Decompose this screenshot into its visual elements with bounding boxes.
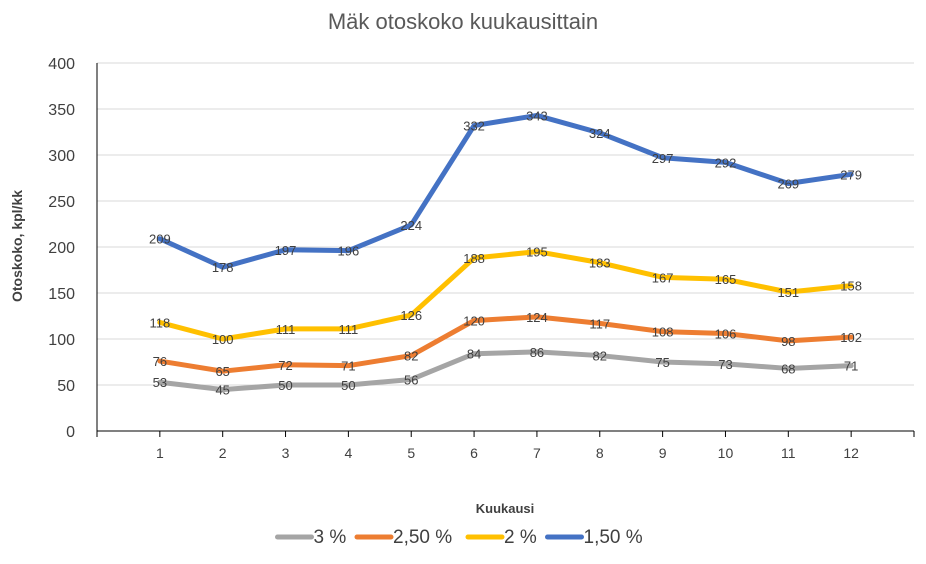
data-label: 158	[840, 279, 862, 294]
data-label: 56	[404, 372, 418, 387]
y-tick-label: 300	[48, 148, 75, 165]
data-label: 269	[777, 177, 799, 192]
data-label: 126	[400, 308, 422, 323]
data-label: 73	[718, 357, 732, 372]
x-tick-label: 6	[470, 445, 478, 461]
series-line	[157, 112, 854, 270]
x-tick-label: 3	[282, 445, 290, 461]
data-label: 82	[404, 349, 418, 364]
data-label: 178	[212, 260, 234, 275]
y-axis-title: Otoskoko, kpl/kk	[9, 190, 25, 302]
y-axis: 0 50 100 150 200 250 300 350 400	[48, 56, 98, 441]
data-label: 165	[715, 272, 737, 287]
data-label: 75	[655, 355, 669, 370]
y-tick-label: 200	[48, 240, 75, 257]
data-label: 124	[526, 310, 548, 325]
data-label: 343	[526, 108, 548, 123]
legend-label: 2 %	[504, 527, 537, 548]
series-line	[157, 349, 854, 393]
data-label: 195	[526, 245, 548, 260]
data-label: 65	[215, 364, 229, 379]
x-tick-label: 12	[843, 445, 859, 461]
data-label: 279	[840, 167, 862, 182]
x-tick-label: 4	[344, 445, 352, 461]
y-tick-label: 250	[48, 194, 75, 211]
data-label: 151	[777, 285, 799, 300]
y-tick-label: 100	[48, 332, 75, 349]
y-tick-label: 150	[48, 286, 75, 303]
series-line	[157, 314, 854, 374]
data-label: 82	[593, 349, 607, 364]
x-tick-label: 5	[407, 445, 415, 461]
y-tick-label: 350	[48, 102, 75, 119]
data-label: 196	[338, 244, 360, 259]
x-tick-label: 1	[156, 445, 164, 461]
y-tick-label: 50	[57, 378, 75, 395]
data-label: 224	[400, 218, 422, 233]
data-label: 118	[149, 315, 170, 330]
legend-label: 1,50 %	[584, 527, 643, 548]
data-label: 68	[781, 361, 795, 376]
data-label: 106	[715, 326, 737, 341]
data-label: 117	[589, 316, 610, 331]
data-label: 209	[149, 232, 171, 247]
chart-title: Mäk otoskoko kuukausittain	[328, 9, 598, 34]
data-label: 53	[153, 375, 167, 390]
data-label: 100	[212, 332, 234, 347]
data-label: 50	[278, 378, 292, 393]
data-label: 111	[339, 322, 359, 337]
x-axis: 1 2 3 4 5 6 7 8 9 10 11 12	[96, 430, 915, 461]
data-label: 50	[341, 378, 355, 393]
data-label: 71	[341, 359, 355, 374]
data-label: 120	[463, 314, 485, 329]
data-label: 102	[840, 330, 862, 345]
x-tick-label: 8	[596, 445, 604, 461]
data-label: 98	[781, 334, 795, 349]
data-label: 167	[652, 270, 674, 285]
series-lines	[157, 112, 854, 393]
y-tick-label: 0	[66, 424, 75, 441]
data-label: 197	[275, 243, 297, 258]
data-label: 86	[530, 345, 544, 360]
legend-label: 3 %	[314, 527, 347, 548]
data-label: 332	[463, 119, 485, 134]
data-label: 292	[715, 155, 737, 170]
data-label: 72	[278, 358, 292, 373]
data-label: 108	[652, 325, 674, 340]
y-tick-label: 400	[48, 56, 75, 73]
data-label: 324	[589, 126, 611, 141]
data-label: 183	[589, 256, 611, 271]
x-tick-label: 2	[219, 445, 227, 461]
legend: 3 % 2,50 % 2 % 1,50 %	[275, 527, 643, 548]
data-labels: 53 45 50 50 56 84 86 82 75 73 68 71 76 65 72 71 82 120 124…	[149, 108, 862, 397]
data-label: 71	[844, 359, 858, 374]
data-label: 45	[215, 383, 229, 398]
data-label: 84	[467, 347, 481, 362]
x-tick-label: 10	[718, 445, 734, 461]
data-label: 76	[153, 354, 167, 369]
data-label: 188	[463, 251, 485, 266]
x-tick-label: 11	[781, 445, 796, 461]
series-line	[157, 249, 854, 342]
data-label: 297	[652, 151, 674, 166]
legend-label: 2,50 %	[393, 527, 452, 548]
data-label: 111	[276, 322, 296, 337]
x-axis-title: Kuukausi	[476, 501, 535, 516]
x-tick-label: 9	[659, 445, 667, 461]
x-tick-label: 7	[533, 445, 541, 461]
